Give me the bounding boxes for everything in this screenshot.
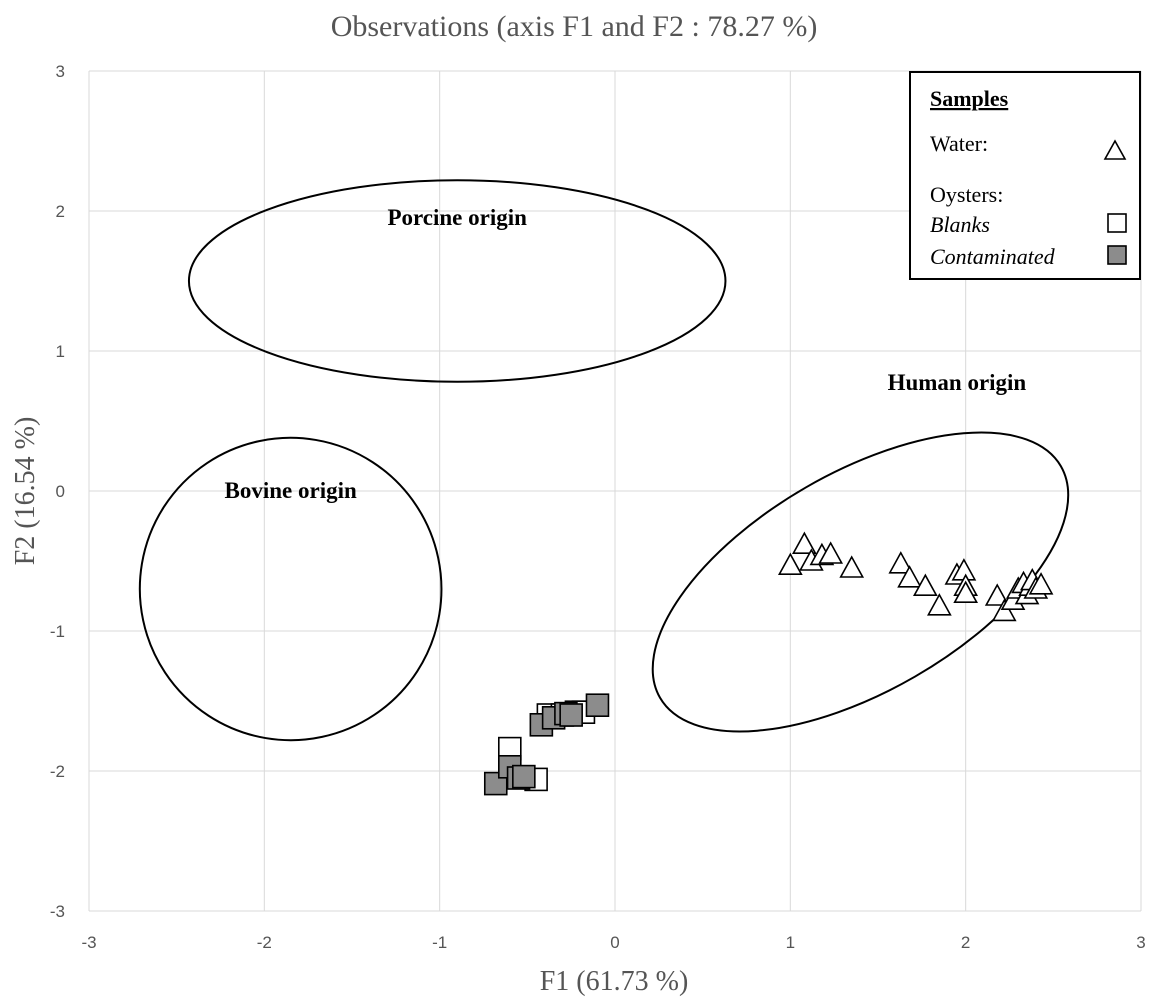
water-point — [1028, 572, 1054, 595]
legend-oysters-label: Oysters: — [930, 182, 1003, 207]
series-water — [777, 531, 1054, 622]
water-point — [777, 552, 803, 576]
legend: Samples Water: Oysters: Blanks Contamina… — [909, 71, 1141, 280]
region-label: Human origin — [888, 370, 1027, 395]
legend-water-marker — [1103, 139, 1127, 160]
x-tick-label: 0 — [610, 933, 619, 952]
legend-box — [909, 71, 1141, 280]
water-point — [839, 555, 865, 578]
water-point — [818, 541, 844, 564]
x-tick-label: 1 — [786, 933, 795, 952]
chart-title: Observations (axis F1 and F2 : 78.27 %) — [331, 10, 818, 43]
water-point — [953, 580, 979, 604]
region-ellipse — [187, 179, 727, 383]
region-ellipse — [651, 431, 1070, 733]
region-ellipse — [138, 436, 443, 742]
legend-contaminated-label: Contaminated — [930, 244, 1056, 269]
water-point — [991, 598, 1017, 622]
water-point — [792, 531, 817, 555]
y-tick-label: 3 — [56, 62, 65, 81]
x-tick-label: -1 — [432, 933, 447, 952]
contaminated-point — [512, 764, 536, 789]
water-point — [984, 583, 1010, 606]
y-tick-label: -2 — [50, 762, 65, 781]
water-point — [912, 573, 938, 597]
y-tick-label: -1 — [50, 622, 65, 641]
origin-regions: Porcine origin Bovine origin Human origin — [138, 179, 1070, 742]
water-point — [897, 565, 922, 588]
legend-blanks-label: Blanks — [930, 212, 990, 237]
water-point — [927, 593, 952, 616]
y-tick-label: -3 — [50, 902, 65, 921]
legend-water-label: Water: — [930, 131, 988, 156]
legend-contaminated-marker — [1107, 245, 1127, 265]
x-tick-label: -3 — [81, 933, 96, 952]
data-points — [483, 531, 1054, 796]
series-contaminated — [483, 693, 610, 796]
y-tick-label: 0 — [56, 482, 65, 501]
y-tick-label: 2 — [56, 202, 65, 221]
region-label: Bovine origin — [225, 478, 357, 503]
x-axis-label: F1 (61.73 %) — [540, 966, 689, 997]
legend-header: Samples — [930, 86, 1009, 111]
y-axis-label: F2 (16.54 %) — [10, 417, 41, 566]
y-tick-label: 1 — [56, 342, 65, 361]
x-tick-label: 3 — [1136, 933, 1145, 952]
region-label: Porcine origin — [387, 205, 527, 230]
x-tick-label: -2 — [257, 933, 272, 952]
water-point — [888, 551, 914, 574]
tick-labels: -3 -2 -1 0 1 2 3 3 2 1 0 -1 -2 -3 — [50, 62, 1146, 952]
x-tick-label: 2 — [961, 933, 970, 952]
contaminated-point — [585, 693, 610, 718]
legend-blanks-marker — [1107, 213, 1127, 233]
contaminated-point — [559, 703, 583, 727]
